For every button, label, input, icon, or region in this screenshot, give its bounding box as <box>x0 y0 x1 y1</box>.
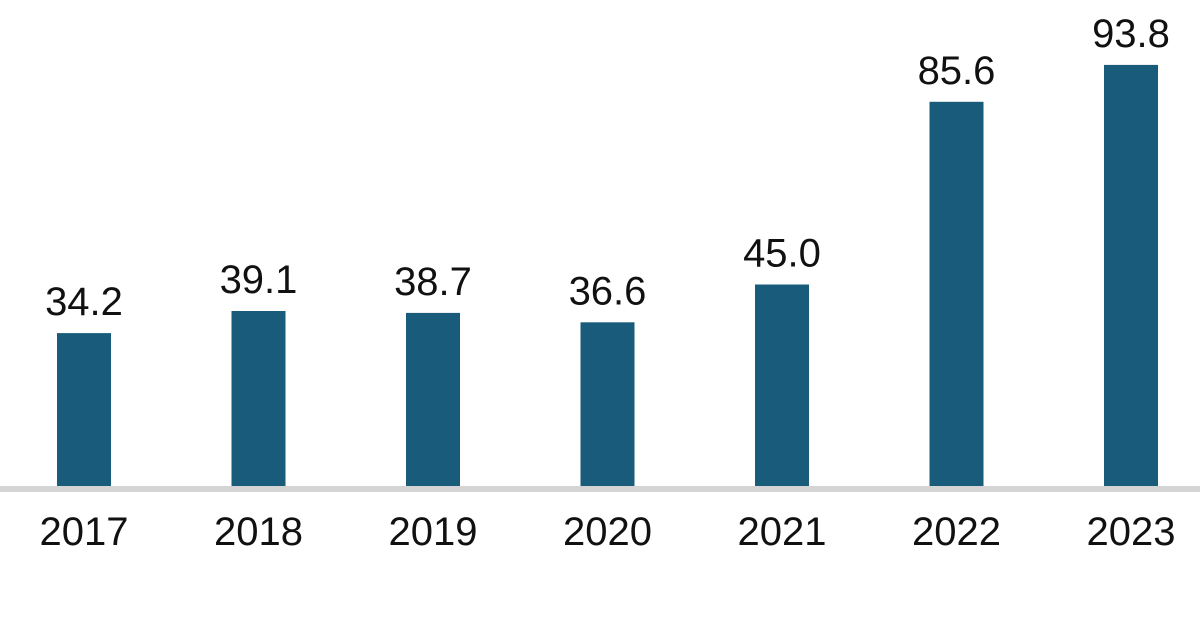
bar-2019 <box>406 312 460 488</box>
x-tick-label-2018: 2018 <box>214 510 303 554</box>
data-labels-layer: 34.2 39.1 38.7 36.6 45.0 85.6 93.8 <box>45 12 1170 324</box>
data-label-2018: 39.1 <box>220 258 298 302</box>
data-label-2023: 93.8 <box>1092 12 1170 56</box>
bar-2023 <box>1104 64 1158 488</box>
x-tick-label-2019: 2019 <box>389 510 478 554</box>
x-tick-label-2022: 2022 <box>912 510 1001 554</box>
data-label-2021: 45.0 <box>743 232 821 276</box>
bars-layer <box>57 64 1158 488</box>
bar-2021 <box>755 284 809 487</box>
x-tick-label-2023: 2023 <box>1087 510 1176 554</box>
bar-2020 <box>580 322 635 487</box>
bar-2017 <box>57 333 111 487</box>
bar-2022 <box>929 101 984 488</box>
data-label-2017: 34.2 <box>45 280 123 324</box>
bar-2018 <box>231 311 286 487</box>
x-tick-label-2017: 2017 <box>40 510 129 554</box>
data-label-2019: 38.7 <box>394 260 472 304</box>
data-label-2022: 85.6 <box>918 49 996 93</box>
x-tick-label-2021: 2021 <box>738 510 827 554</box>
x-tick-label-2020: 2020 <box>563 510 652 554</box>
data-label-2020: 36.6 <box>569 269 647 313</box>
x-tick-labels-layer: 2017 2018 2019 2020 2021 2022 2023 <box>40 510 1176 554</box>
